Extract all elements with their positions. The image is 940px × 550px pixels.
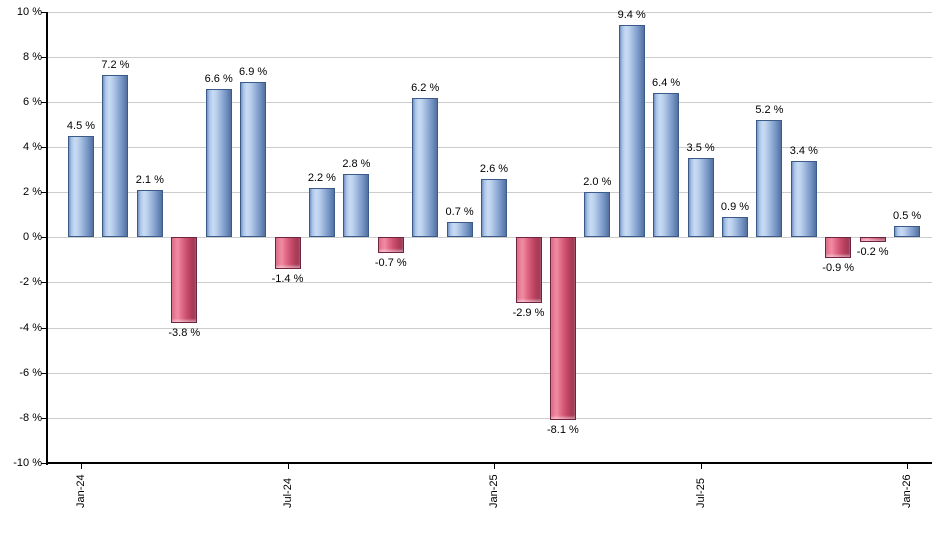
bar-Feb-25 — [515, 237, 542, 303]
bar-May-25 — [618, 25, 645, 238]
bar-Mar-25 — [549, 237, 576, 420]
bar-Nov-25 — [825, 237, 852, 258]
bar-value-label: 0.9 % — [720, 201, 750, 213]
gridline-6 — [48, 102, 932, 103]
y-axis-tick-label: 4 % — [23, 141, 42, 154]
bar-value-label: 2.2 % — [307, 171, 336, 184]
bar-value-label: 2.1 % — [135, 173, 164, 186]
y-axis-tick-mark — [41, 102, 46, 103]
bar-value-label: -0.9 % — [822, 261, 855, 274]
bar-value-label: 6.2 % — [411, 81, 440, 94]
gridline-0 — [48, 237, 932, 239]
y-axis-tick-label: -10 % — [13, 456, 42, 469]
bar-value-label: 2.6 % — [479, 162, 509, 175]
bar-Sep-24 — [343, 174, 370, 238]
bar-value-label: 0.5 % — [893, 210, 922, 222]
y-axis-tick-mark — [41, 417, 46, 419]
bar-Mar-24 — [136, 189, 163, 238]
x-axis-tick-label: Jul-25 — [694, 478, 707, 508]
bar-value-label: 2.0 % — [583, 176, 612, 189]
y-axis-tick-label: -2 % — [19, 276, 42, 289]
bar-Apr-24 — [171, 237, 198, 323]
bar-Sep-25 — [756, 120, 783, 238]
y-axis-tick-mark — [41, 192, 46, 194]
gridline--4 — [48, 327, 932, 329]
y-axis-tick-label: 0 % — [23, 231, 42, 244]
y-axis-tick-label: -4 % — [19, 321, 42, 334]
gridline--2 — [48, 282, 932, 284]
bar-value-label: -1.4 % — [271, 272, 304, 285]
bar-Oct-25 — [790, 160, 817, 238]
x-axis-tick-label: Jul-24 — [281, 478, 294, 508]
x-axis-tick-label: Jan-26 — [901, 474, 914, 508]
x-axis-tick-label: Jan-25 — [488, 474, 500, 508]
x-axis-tick-mark — [81, 463, 82, 469]
x-axis-tick-mark — [700, 463, 702, 469]
bar-value-label: -0.7 % — [374, 257, 407, 270]
bar-value-label: 3.5 % — [686, 142, 715, 155]
x-axis-tick-mark — [907, 463, 909, 469]
bar-Nov-24 — [412, 97, 439, 238]
gridline-4 — [48, 147, 932, 149]
bar-Feb-24 — [102, 74, 129, 238]
y-axis-tick-label: 8 % — [23, 50, 42, 63]
x-axis-line — [46, 462, 932, 464]
y-axis-tick-mark — [41, 282, 46, 284]
bar-Dec-25 — [859, 237, 886, 242]
gridline--8 — [48, 417, 932, 419]
y-axis-tick-mark — [41, 237, 46, 239]
bar-Jul-25 — [687, 158, 714, 238]
bar-value-label: 2.8 % — [342, 158, 371, 171]
bar-Jan-26 — [894, 226, 921, 238]
y-axis-tick-mark — [41, 372, 46, 374]
bar-Aug-24 — [308, 187, 335, 238]
bar-value-label: 6.6 % — [204, 72, 233, 85]
gridline--6 — [48, 372, 932, 374]
bar-Oct-24 — [377, 237, 404, 254]
y-axis-tick-label: 2 % — [23, 186, 42, 199]
x-axis-tick-mark — [494, 463, 495, 469]
y-axis-tick-mark — [41, 11, 46, 13]
bar-Jan-25 — [481, 178, 507, 238]
bar-value-label: 6.9 % — [239, 65, 268, 78]
bar-value-label: 7.2 % — [101, 58, 130, 71]
gridline-10 — [48, 11, 932, 13]
y-axis-tick-mark — [41, 327, 46, 329]
y-axis-tick-label: 6 % — [23, 96, 42, 108]
y-axis-tick-mark — [41, 56, 46, 58]
bar-Jan-24 — [68, 135, 94, 238]
bar-May-24 — [205, 88, 232, 238]
bar-Jun-24 — [240, 81, 267, 238]
bar-value-label: -8.1 % — [546, 424, 579, 436]
gridline-8 — [48, 56, 932, 58]
bar-value-label: 0.7 % — [445, 205, 474, 218]
bar-value-label: 5.2 % — [755, 104, 784, 116]
bar-value-label: 3.4 % — [789, 144, 818, 157]
y-axis-tick-mark — [41, 147, 46, 149]
y-axis-line — [46, 12, 48, 465]
bar-value-label: -2.9 % — [512, 306, 545, 319]
x-axis-tick-mark — [287, 463, 289, 469]
bar-value-label: 4.5 % — [66, 119, 96, 132]
bar-Aug-25 — [722, 217, 748, 238]
y-axis-tick-label: -8 % — [19, 411, 42, 424]
bar-Apr-25 — [584, 192, 611, 238]
bar-Dec-24 — [446, 221, 473, 238]
y-axis-tick-label: -6 % — [19, 366, 42, 379]
x-axis-tick-label: Jan-24 — [75, 474, 87, 508]
bar-value-label: -3.8 % — [168, 327, 201, 339]
y-axis-tick-label: 10 % — [16, 5, 42, 18]
bar-value-label: -0.2 % — [856, 245, 889, 258]
bar-value-label: 9.4 % — [617, 9, 646, 22]
bar-Jul-24 — [274, 237, 301, 269]
bar-Jun-25 — [653, 93, 680, 238]
bar-value-label: 6.4 % — [652, 77, 681, 89]
y-axis-tick-mark — [41, 462, 46, 464]
